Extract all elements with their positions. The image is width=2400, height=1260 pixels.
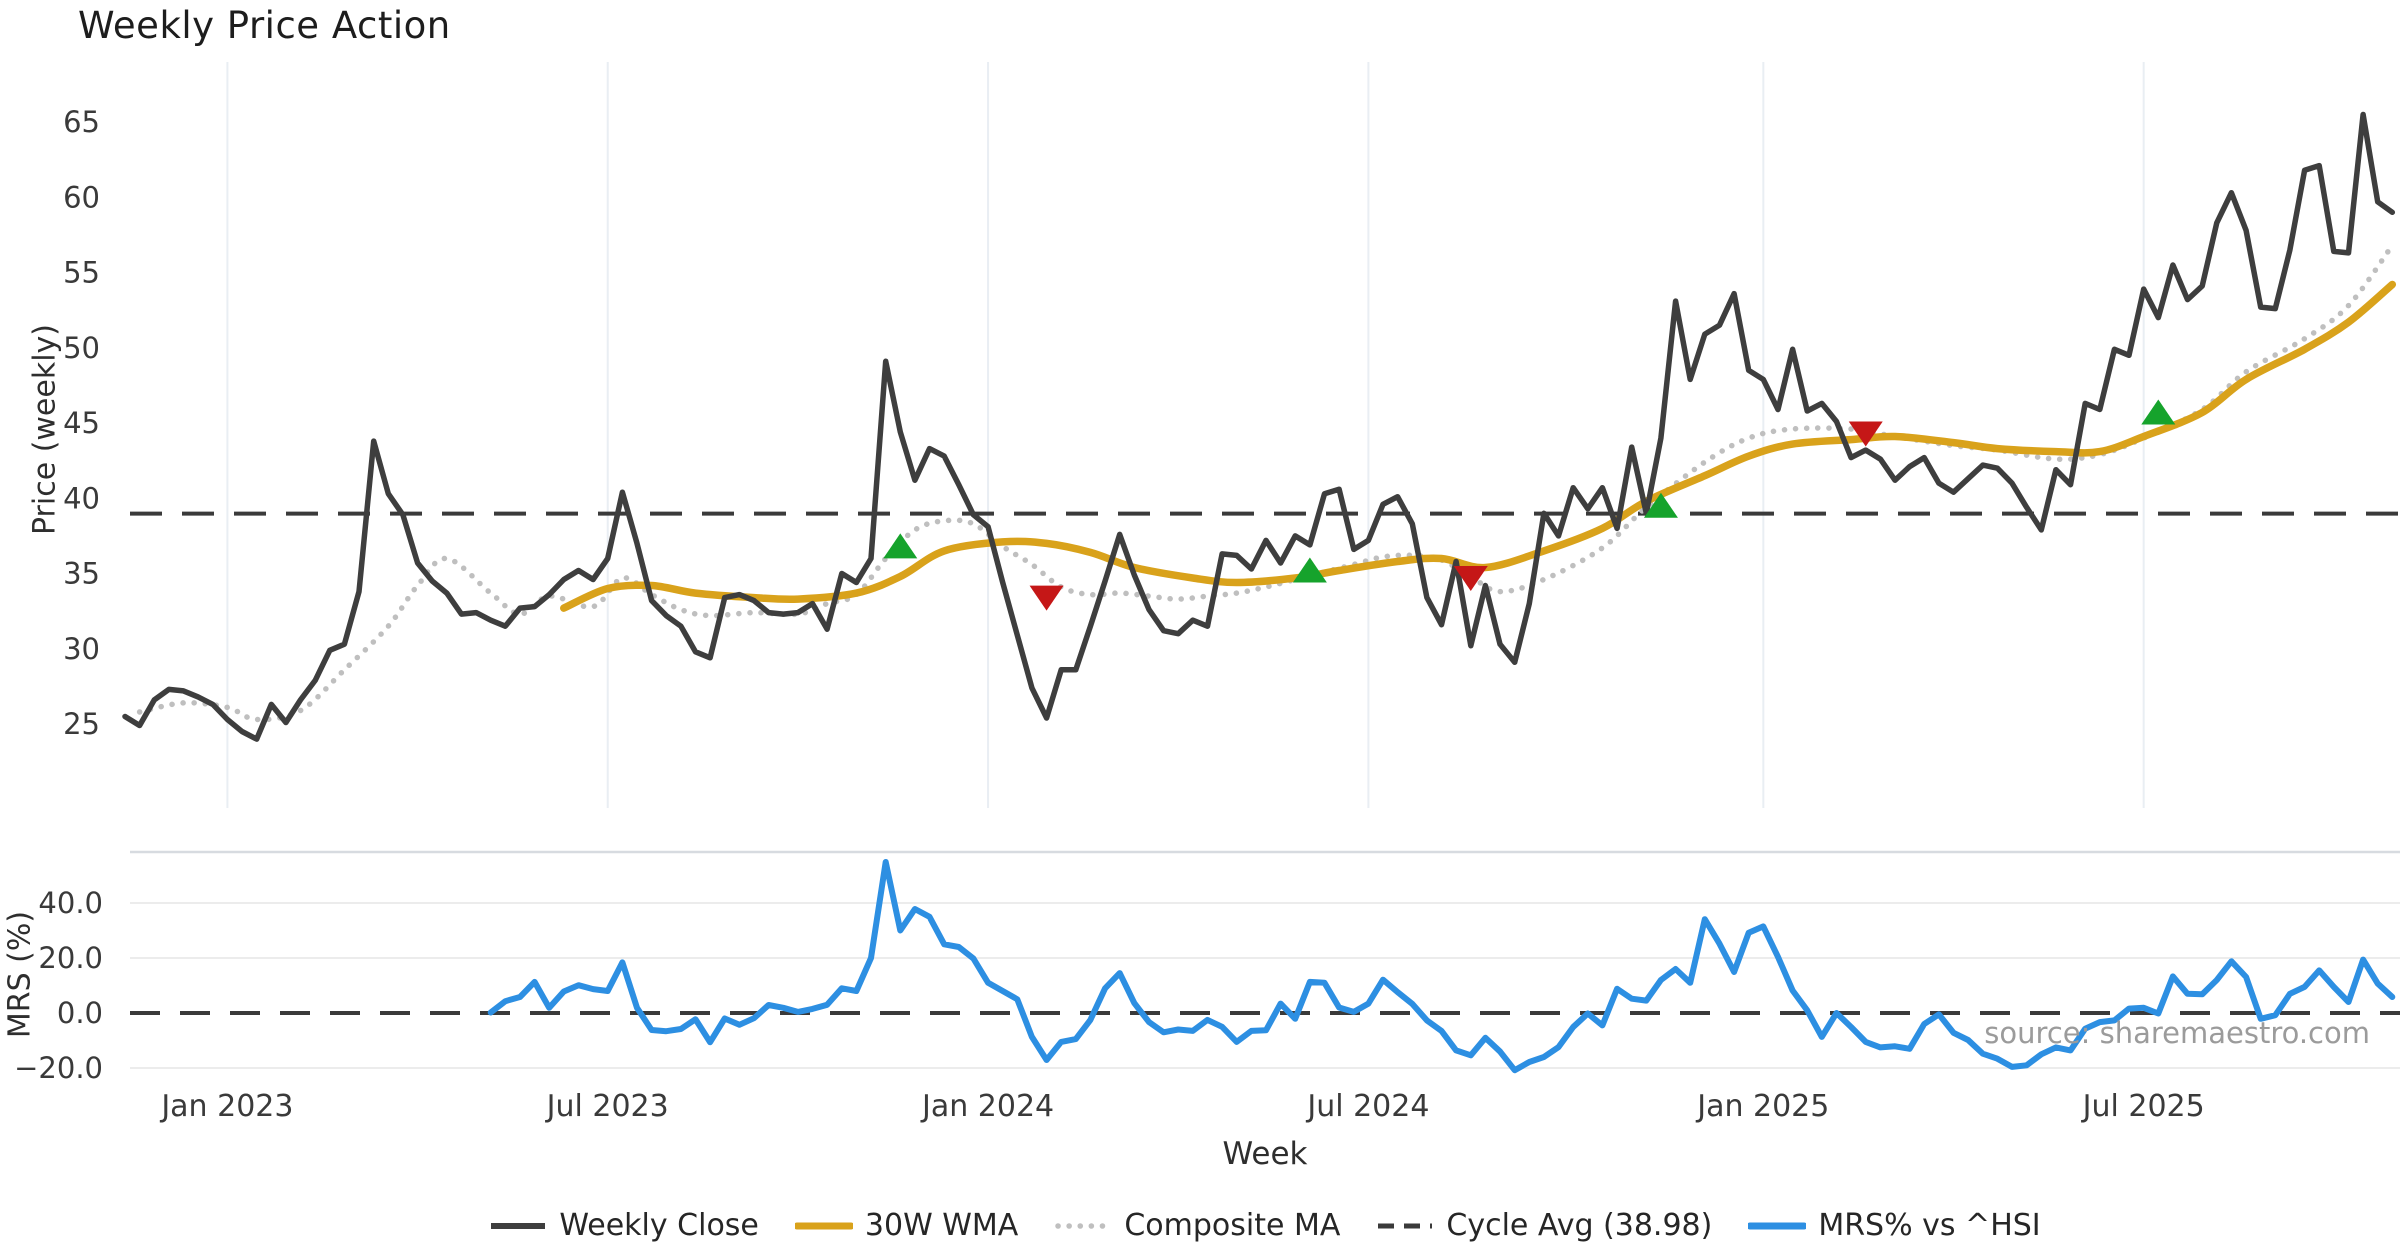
svg-text:65: 65 [63, 105, 100, 139]
svg-text:0.0: 0.0 [57, 996, 103, 1030]
legend-swatch-icon [491, 1222, 546, 1229]
legend-label: Weekly Close [559, 1208, 759, 1243]
svg-text:Jan 2024: Jan 2024 [920, 1089, 1054, 1124]
svg-text:40: 40 [63, 481, 100, 515]
legend-item: 30W WMA [794, 1208, 1019, 1243]
buy-marker-icon [1292, 557, 1327, 583]
svg-text:30: 30 [63, 632, 100, 666]
legend-swatch-icon [1055, 1222, 1113, 1229]
svg-text:Jan 2025: Jan 2025 [1695, 1089, 1829, 1124]
svg-text:60: 60 [63, 180, 100, 214]
signal-markers [883, 399, 2176, 611]
legend-item: Composite MA [1054, 1208, 1340, 1243]
price-gridlines [226, 62, 2145, 808]
legend-item: MRS% vs ^HSI [1748, 1208, 2041, 1243]
sell-marker-icon [1848, 421, 1883, 447]
chart-legend: Weekly Close 30W WMA Composite MA Cycle Avg… [130, 1208, 2400, 1243]
legend-label: 30W WMA [864, 1208, 1019, 1243]
svg-text:50: 50 [63, 331, 100, 365]
svg-text:45: 45 [63, 406, 100, 440]
price-tick-labels: 65 60 55 50 45 40 35 30 25 [63, 105, 100, 741]
legend-item: Weekly Close [489, 1208, 759, 1243]
x-axis-label: Week [1222, 1136, 1308, 1172]
weekly-close-line [122, 111, 2396, 742]
svg-text:35: 35 [63, 557, 100, 591]
legend-swatch-icon [1378, 1223, 1433, 1228]
sell-marker-icon [1453, 566, 1488, 592]
svg-text:Jul 2023: Jul 2023 [545, 1089, 669, 1124]
legend-item: Cycle Avg (38.98) [1376, 1208, 1712, 1243]
svg-text:−20.0: −20.0 [14, 1051, 103, 1085]
legend-label: Composite MA [1124, 1208, 1341, 1243]
mrs-axis-label: MRS (%) [2, 910, 38, 1039]
legend-label: MRS% vs ^HSI [1818, 1208, 2041, 1243]
buy-marker-icon [1643, 492, 1678, 518]
price-axis-label: Price (weekly) [27, 323, 63, 536]
wma-line [560, 280, 2397, 612]
svg-text:55: 55 [63, 256, 100, 290]
x-tick-labels: Jan 2023 Jul 2023 Jan 2024 Jul 2024 Jan 2025… [159, 1089, 2204, 1124]
chart-title: Weekly Price Action [78, 4, 451, 47]
svg-text:Jul 2024: Jul 2024 [1305, 1089, 1429, 1124]
svg-text:Jan 2023: Jan 2023 [159, 1089, 293, 1124]
legend-swatch-icon [1748, 1222, 1807, 1229]
buy-marker-icon [883, 533, 918, 559]
mrs-line [487, 859, 2396, 1074]
mrs-tick-labels: 40.0 20.0 0.0 −20.0 [14, 886, 103, 1085]
svg-text:20.0: 20.0 [38, 941, 103, 975]
svg-text:40.0: 40.0 [38, 886, 103, 920]
legend-label: Cycle Avg (38.98) [1446, 1208, 1713, 1243]
sell-marker-icon [1029, 585, 1064, 611]
source-attribution: source: sharemaestro.com [1984, 1016, 2370, 1050]
svg-text:Jul 2025: Jul 2025 [2081, 1089, 2205, 1124]
legend-swatch-icon [794, 1222, 853, 1229]
buy-marker-icon [2141, 399, 2176, 425]
svg-text:25: 25 [63, 707, 100, 741]
